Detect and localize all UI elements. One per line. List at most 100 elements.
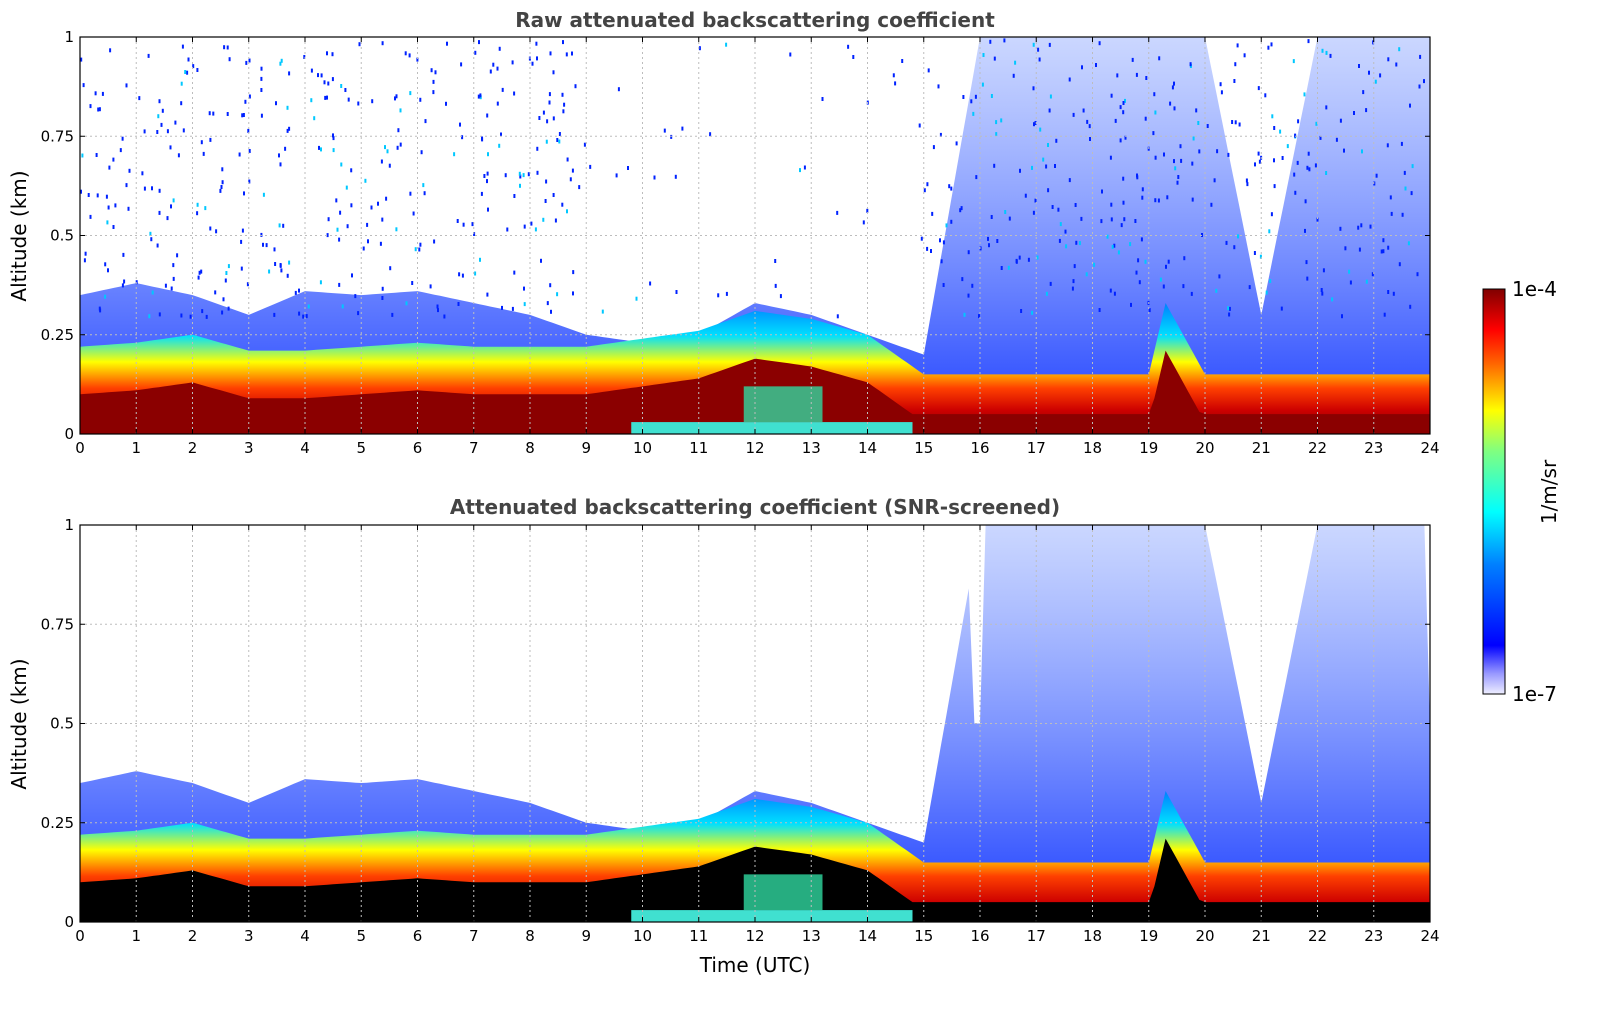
noise-speck [112,157,115,162]
noise-speck [326,51,328,56]
noise-speck [1365,108,1368,113]
noise-speck [180,313,183,318]
noise-speck [1085,272,1088,277]
noise-speck [1372,40,1375,45]
noise-speck [89,104,92,109]
x-tick-label: 3 [244,927,254,945]
noise-speck [245,60,248,65]
panel-screened-y-ticks: 0 0.25 0.5 0.75 1 [41,516,1430,931]
noise-speck [169,145,172,150]
noise-speck [161,108,164,113]
noise-speck [483,174,486,178]
x-tick-label: 14 [858,927,877,945]
noise-speck [346,224,349,229]
noise-speck [940,259,943,264]
noise-speck [1280,306,1283,311]
noise-speck [538,116,541,120]
noise-speck [1117,250,1120,255]
x-tick-label: 7 [469,439,479,457]
x-tick-label: 4 [300,439,310,457]
x-axis-label: Time (UTC) [699,953,811,977]
noise-speck [1304,199,1307,204]
noise-speck [201,309,204,314]
noise-speck [1293,172,1296,177]
noise-speck [1387,245,1390,250]
noise-speck [98,306,101,311]
noise-speck [530,221,533,226]
noise-speck [221,180,224,185]
noise-speck [268,269,271,274]
noise-speck [158,312,161,317]
noise-speck [1082,108,1085,113]
noise-speck [379,241,382,246]
noise-speck [107,268,109,273]
noise-speck [1387,57,1390,62]
noise-speck [486,171,489,176]
noise-speck [1314,163,1317,168]
x-tick-label: 9 [581,927,591,945]
noise-speck [109,48,112,53]
noise-speck [961,277,964,282]
noise-speck [1031,310,1034,315]
noise-speck [1215,288,1218,293]
x-tick-label: 16 [970,927,989,945]
noise-speck [1110,93,1113,98]
noise-speck [340,162,343,167]
noise-speck [241,228,244,233]
x-tick-label: 2 [188,439,198,457]
noise-speck [552,70,555,75]
noise-speck [1361,149,1363,154]
noise-speck [399,142,402,147]
noise-speck [1058,238,1061,243]
noise-speck [226,45,229,50]
noise-speck [422,183,425,188]
noise-speck [1078,241,1081,246]
noise-speck [1219,82,1222,87]
noise-speck [324,95,327,100]
noise-speck [147,53,150,58]
noise-speck [222,297,225,302]
noise-speck [112,225,115,229]
noise-speck [172,276,175,281]
panel-raw-grid [80,37,1430,434]
noise-speck [189,314,192,319]
noise-speck [1110,202,1113,207]
noise-speck [244,99,247,104]
noise-speck [892,73,895,78]
noise-speck [1124,135,1127,140]
noise-speck [1144,259,1147,264]
noise-speck [496,101,499,106]
x-tick-label: 15 [914,439,933,457]
noise-speck [1259,254,1262,259]
noise-speck [836,210,839,215]
noise-speck [1100,219,1103,224]
noise-speck [1369,224,1372,229]
noise-speck [1020,309,1023,313]
noise-speck [223,45,226,50]
noise-speck [1192,136,1195,141]
noise-speck [1198,149,1201,154]
noise-speck [1135,72,1138,77]
noise-speck [80,189,82,194]
noise-speck [554,218,557,223]
noise-speck [83,258,86,263]
noise-speck [725,291,728,296]
noise-speck [380,159,383,164]
y-tick-label: 1 [64,28,74,46]
noise-speck [1123,217,1126,222]
noise-speck [1216,149,1219,154]
noise-speck [1304,228,1306,233]
noise-speck [260,76,263,81]
noise-speck [138,96,141,101]
noise-speck [1163,152,1165,157]
panel-screened-title: Attenuated backscattering coefficient (S… [450,495,1060,519]
noise-speck [1019,168,1021,173]
noise-speck [531,61,534,66]
noise-speck [260,113,263,118]
noise-speck [1264,93,1267,98]
noise-speck [370,205,373,210]
noise-speck [1018,255,1021,260]
noise-speck [307,304,310,309]
noise-speck [1122,110,1125,115]
noise-speck [310,98,313,103]
